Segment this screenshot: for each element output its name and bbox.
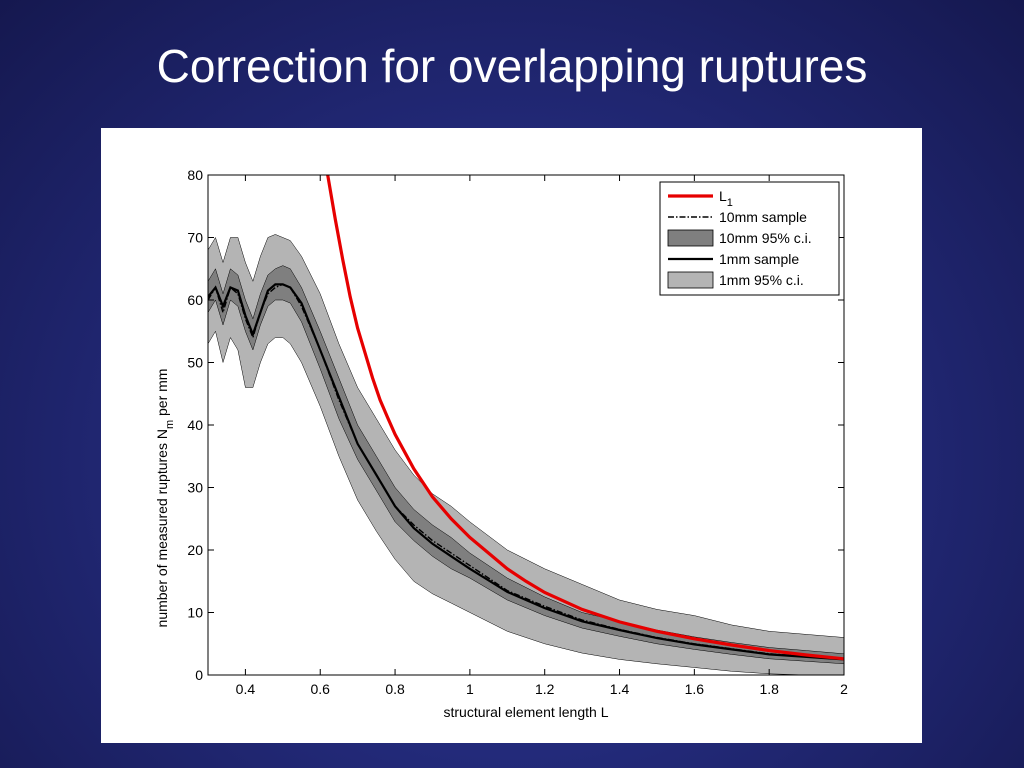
- y-tick-label: 0: [195, 667, 203, 683]
- slide-title: Correction for overlapping ruptures: [156, 40, 868, 92]
- y-tick-label: 50: [187, 355, 203, 371]
- x-tick-label: 1.8: [759, 681, 779, 697]
- x-tick-label: 2: [840, 681, 848, 697]
- legend-label-subscript: 1: [727, 197, 733, 209]
- x-tick-label: 0.8: [385, 681, 405, 697]
- figure-panel: 0.4 0.6 0.8 1 1.2 1.4 1.6 1.8 2 0 10 20 30 40 50 60 70 80…: [101, 128, 922, 743]
- y-tick-label: 60: [187, 292, 203, 308]
- series-line-10mm-sample: [208, 283, 844, 660]
- series-line-L1: [326, 175, 844, 661]
- x-tick-label: 1: [466, 681, 474, 697]
- x-tick-label: 0.4: [236, 681, 256, 697]
- y-tick-label: 70: [187, 230, 203, 246]
- legend-label: 1mm 95% c.i.: [719, 272, 804, 288]
- legend-label: 1mm sample: [719, 251, 799, 267]
- legend-swatch-10mm-ci: [667, 229, 714, 247]
- y-axis-label: number of measured ruptures Nm per mm: [154, 369, 176, 628]
- series-lines: [208, 175, 844, 661]
- x-tick-label: 0.6: [311, 681, 331, 697]
- y-axis-label-main: number of measured ruptures N: [154, 429, 170, 627]
- y-tick-label: 10: [187, 605, 203, 621]
- ci-band-10mm: [208, 265, 844, 665]
- y-tick-label: 40: [187, 417, 203, 433]
- y-axis-label-subscript: m: [164, 420, 176, 429]
- legend-label: 10mm 95% c.i.: [719, 230, 812, 246]
- x-axis-label: structural element length L: [444, 704, 609, 720]
- x-tick-label: 1.4: [610, 681, 630, 697]
- y-tick-label: 20: [187, 542, 203, 558]
- chart-svg: 0.4 0.6 0.8 1 1.2 1.4 1.6 1.8 201020304050607080…: [154, 167, 848, 720]
- legend-swatch-1mm-ci: [667, 271, 714, 289]
- x-tick-label: 1.2: [535, 681, 555, 697]
- x-tick-label: 1.6: [685, 681, 705, 697]
- y-axis-label-suffix: per mm: [154, 369, 170, 420]
- legend-label: 10mm sample: [719, 209, 807, 225]
- confidence-bands: [208, 234, 844, 675]
- y-tick-label: 30: [187, 480, 203, 496]
- y-tick-label: 80: [187, 167, 203, 183]
